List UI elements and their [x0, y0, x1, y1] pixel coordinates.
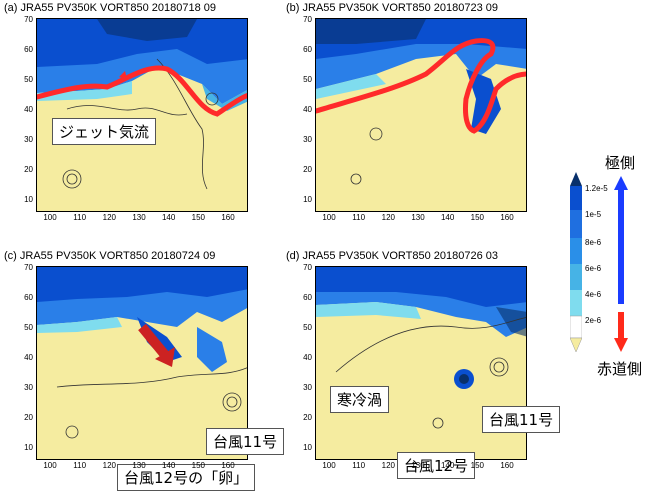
map-svg-a	[37, 19, 247, 211]
lon-tick-label: 140	[440, 461, 455, 470]
lon-tick-label: 120	[381, 461, 395, 470]
colorbar-tick: 2e-6	[585, 316, 602, 325]
lat-tick-label: 10	[303, 195, 312, 204]
pole-arrow	[614, 176, 628, 304]
lat-tick-label: 30	[24, 383, 33, 392]
lat-tick-label: 70	[24, 263, 33, 272]
lon-tick-label: 100	[322, 213, 336, 222]
lon-tick-label: 110	[352, 213, 366, 222]
lon-tick-label: 110	[73, 213, 87, 222]
lat-tick-label: 30	[303, 135, 312, 144]
lat-tick-label: 30	[24, 135, 33, 144]
lat-tick-label: 50	[303, 323, 312, 332]
lat-tick-label: 60	[303, 293, 312, 302]
lat-tick-label: 60	[303, 45, 312, 54]
lat-tick-label: 10	[303, 443, 312, 452]
map-plot	[315, 266, 527, 460]
typhoon12-egg-label: 台風12号の「卵」	[117, 464, 256, 491]
lon-tick-label: 120	[102, 213, 116, 222]
lon-tick-label: 110	[73, 461, 87, 470]
lon-tick-label: 140	[161, 213, 176, 222]
colorbar-svg	[569, 172, 583, 353]
lat-tick-label: 30	[303, 383, 312, 392]
lat-tick-label: 70	[303, 15, 312, 24]
colorbar-tick: 4e-6	[585, 290, 602, 299]
lon-tick-label: 110	[352, 461, 366, 470]
lon-tick-label: 150	[191, 461, 205, 470]
colorbar-tick: 1.2e-5	[585, 184, 608, 193]
lon-tick-label: 130	[411, 461, 425, 470]
lon-tick-label: 130	[132, 461, 146, 470]
lon-tick-label: 100	[43, 461, 57, 470]
lon-tick-label: 160	[221, 461, 235, 470]
colorbar	[569, 172, 583, 353]
lon-tick-label: 100	[322, 461, 336, 470]
equator-side-label: 赤道側	[597, 360, 643, 378]
panel-title: (b) JRA55 PV350K VORT850 20180723 09	[286, 2, 498, 14]
lat-tick-label: 40	[303, 105, 312, 114]
lat-tick-label: 20	[24, 165, 33, 174]
lon-tick-label: 150	[191, 213, 205, 222]
lat-tick-label: 70	[303, 263, 312, 272]
cold-low-label: 寒冷渦	[330, 386, 390, 413]
lon-tick-label: 160	[500, 461, 514, 470]
lat-tick-label: 40	[24, 105, 33, 114]
lon-tick-label: 140	[161, 461, 176, 470]
lon-tick-label: 160	[221, 213, 235, 222]
lon-tick-label: 160	[500, 213, 514, 222]
panel-title: (d) JRA55 PV350K VORT850 20180726 03	[286, 250, 498, 262]
map-plot	[36, 18, 248, 212]
lat-tick-label: 50	[24, 323, 33, 332]
typhoon11-label: 台風11号	[482, 406, 561, 433]
lat-tick-label: 60	[24, 45, 33, 54]
lon-tick-label: 120	[381, 213, 395, 222]
map-plot	[36, 266, 248, 460]
lat-tick-label: 60	[24, 293, 33, 302]
map-svg-d	[316, 267, 526, 459]
lon-tick-label: 120	[102, 461, 116, 470]
colorbar-tick: 8e-6	[585, 238, 602, 247]
lon-tick-label: 130	[411, 213, 425, 222]
pole-side-label: 極側	[605, 154, 636, 172]
lat-tick-label: 20	[303, 165, 312, 174]
colorbar-tick: 6e-6	[585, 264, 602, 273]
typhoon12-label: 台風12号	[397, 452, 476, 479]
lon-tick-label: 140	[440, 213, 455, 222]
lat-tick-label: 10	[24, 195, 33, 204]
lat-tick-label: 10	[24, 443, 33, 452]
lon-tick-label: 150	[470, 461, 484, 470]
lat-tick-label: 70	[24, 15, 33, 24]
lat-tick-label: 50	[303, 75, 312, 84]
lat-tick-label: 40	[303, 353, 312, 362]
lat-tick-label: 40	[24, 353, 33, 362]
colorbar-tick: 1e-5	[585, 210, 602, 219]
map-svg-c	[37, 267, 247, 459]
jet-stream-label: ジェット気流	[52, 118, 157, 145]
lat-tick-label: 50	[24, 75, 33, 84]
map-plot	[315, 18, 527, 212]
map-svg-b	[316, 19, 526, 211]
lat-tick-label: 20	[24, 413, 33, 422]
panel-title: (c) JRA55 PV350K VORT850 20180724 09	[4, 250, 216, 262]
lon-tick-label: 150	[470, 213, 484, 222]
typhoon11-label: 台風11号	[206, 428, 285, 455]
lon-tick-label: 130	[132, 213, 146, 222]
equator-arrow	[614, 312, 628, 352]
lat-tick-label: 20	[303, 413, 312, 422]
panel-title: (a) JRA55 PV350K VORT850 20180718 09	[4, 2, 216, 14]
lon-tick-label: 100	[43, 213, 57, 222]
